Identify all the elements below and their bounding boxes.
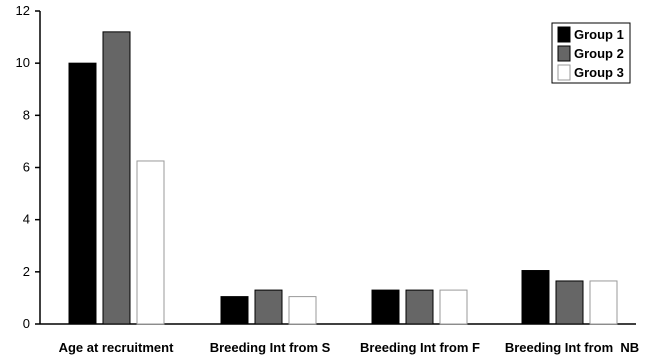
y-tick-label: 4 (23, 212, 30, 227)
bar-3-1 (136, 160, 165, 325)
category-label: Age at recruitment (59, 340, 175, 355)
bar-3-4 (589, 280, 618, 325)
bar-1-4 (521, 270, 550, 325)
legend-label: Group 1 (574, 27, 624, 42)
legend-swatch (557, 26, 571, 43)
category-label: Breeding Int from S (210, 340, 331, 355)
category-label: Breeding Int from F (360, 340, 480, 355)
bar-2-4 (555, 280, 584, 325)
legend-label: Group 3 (574, 65, 624, 80)
bar-1-2 (220, 296, 249, 325)
category-label: Breeding Int from NB (505, 340, 639, 355)
bar-1-3 (371, 289, 400, 325)
bar-2-2 (254, 289, 283, 325)
bars (68, 31, 618, 325)
bar-2-3 (405, 289, 434, 325)
y-tick-label: 6 (23, 160, 30, 175)
y-tick-label: 0 (23, 316, 30, 331)
category-labels: Age at recruitment Breeding Int from S Bre… (59, 340, 640, 355)
y-tick-label: 8 (23, 107, 30, 122)
legend-swatch (557, 45, 571, 62)
bar-2-1 (102, 31, 131, 325)
legend: Group 1 Group 2 Group 3 (551, 22, 631, 84)
legend-swatch (557, 64, 571, 81)
legend-label: Group 2 (574, 46, 624, 61)
bar-1-1 (68, 62, 97, 325)
y-tick-label: 2 (23, 264, 30, 279)
y-tick-label: 10 (16, 55, 30, 70)
bar-3-3 (439, 289, 468, 325)
bar-3-2 (288, 296, 317, 325)
y-tick-label: 12 (16, 3, 30, 18)
